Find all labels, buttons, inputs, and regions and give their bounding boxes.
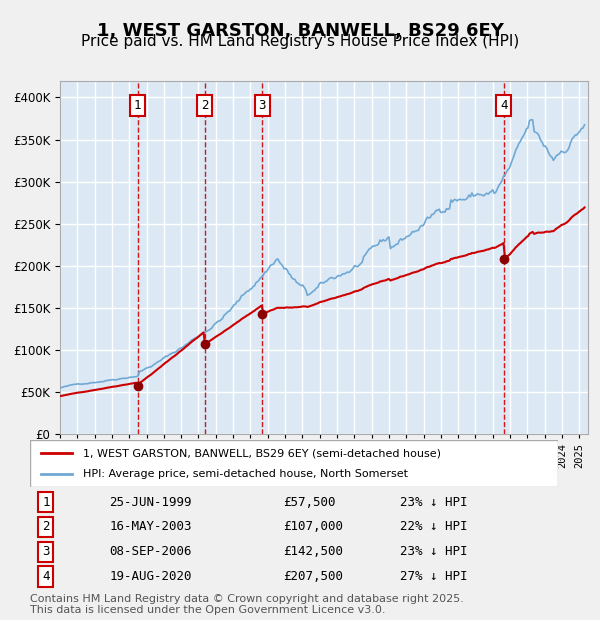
Text: 4: 4	[42, 570, 50, 583]
Text: £207,500: £207,500	[283, 570, 343, 583]
Text: 25-JUN-1999: 25-JUN-1999	[109, 496, 192, 508]
Text: 22% ↓ HPI: 22% ↓ HPI	[400, 521, 467, 533]
Text: Contains HM Land Registry data © Crown copyright and database right 2025.: Contains HM Land Registry data © Crown c…	[30, 595, 464, 604]
Text: 3: 3	[259, 99, 266, 112]
Text: 16-MAY-2003: 16-MAY-2003	[109, 521, 192, 533]
Text: HPI: Average price, semi-detached house, North Somerset: HPI: Average price, semi-detached house,…	[83, 469, 408, 479]
Text: 2: 2	[201, 99, 209, 112]
Text: 1: 1	[134, 99, 142, 112]
Text: 08-SEP-2006: 08-SEP-2006	[109, 546, 192, 558]
Text: 19-AUG-2020: 19-AUG-2020	[109, 570, 192, 583]
Text: 1: 1	[42, 496, 50, 508]
Text: Price paid vs. HM Land Registry's House Price Index (HPI): Price paid vs. HM Land Registry's House …	[81, 34, 519, 49]
Text: 1, WEST GARSTON, BANWELL, BS29 6EY (semi-detached house): 1, WEST GARSTON, BANWELL, BS29 6EY (semi…	[83, 448, 441, 458]
Text: £142,500: £142,500	[283, 546, 343, 558]
Text: £57,500: £57,500	[283, 496, 336, 508]
Text: This data is licensed under the Open Government Licence v3.0.: This data is licensed under the Open Gov…	[30, 605, 386, 615]
Text: 23% ↓ HPI: 23% ↓ HPI	[400, 496, 467, 508]
Text: 23% ↓ HPI: 23% ↓ HPI	[400, 546, 467, 558]
Text: 4: 4	[500, 99, 508, 112]
Text: £107,000: £107,000	[283, 521, 343, 533]
Text: 3: 3	[42, 546, 50, 558]
Text: 1, WEST GARSTON, BANWELL, BS29 6EY: 1, WEST GARSTON, BANWELL, BS29 6EY	[97, 22, 503, 40]
FancyBboxPatch shape	[30, 440, 558, 487]
Text: 2: 2	[42, 521, 50, 533]
Text: 27% ↓ HPI: 27% ↓ HPI	[400, 570, 467, 583]
